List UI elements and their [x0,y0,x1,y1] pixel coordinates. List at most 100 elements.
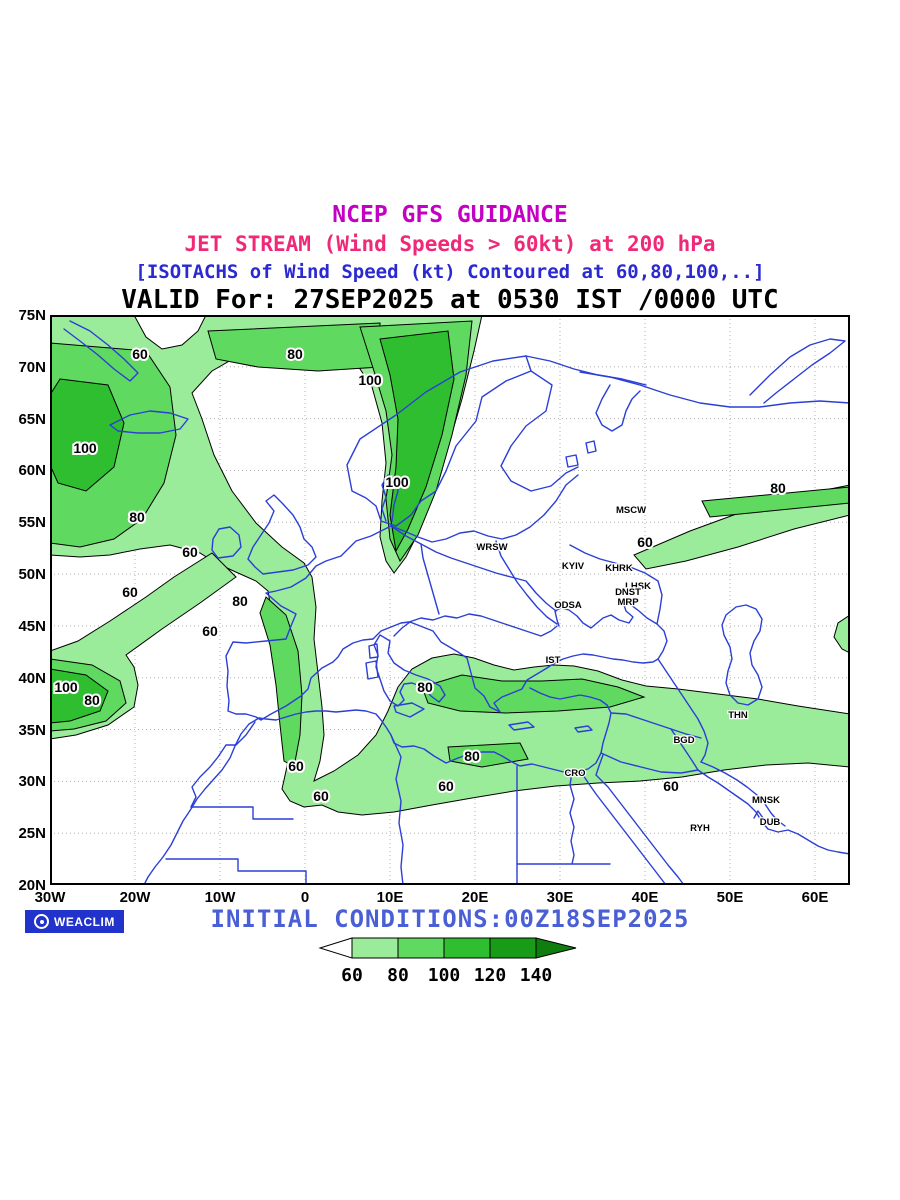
border-iran-west [657,658,709,763]
contour-label-100: 100 [54,679,78,695]
border-sahara-2 [165,858,307,886]
lat-tick-65N: 65N [18,410,46,428]
legend-arrow-right [535,937,577,959]
city-label-ODSA: ODSA [554,600,582,611]
lat-tick-20N: 20N [18,876,46,894]
city-label-RYH: RYH [690,823,710,834]
legend-segment-1 [397,937,445,959]
lake-ladoga [565,454,579,468]
coastline-finland-bothnia [500,370,579,492]
contour-label-60: 60 [132,346,148,362]
coastline-qatar [753,810,764,819]
chart-title: NCEP GFS GUIDANCE [332,202,568,228]
border-algeria-libya [390,734,404,886]
lon-tick-50E: 50E [716,889,744,906]
coastlines-and-borders [63,320,851,886]
coastline-persian-gulf-south [697,769,851,855]
coastline-arctic-russia [579,371,851,408]
isotach-map: 60 80 100 100 100 80 80 60 60 60 80 60 100 80 80 80 60 60… [49,314,851,886]
lon-tick-30W: 30W [34,889,66,906]
contour-label-100: 100 [358,372,382,388]
lat-tick-55N: 55N [18,514,46,532]
isotach-region-60kt [833,614,851,654]
city-label-MRP: MRP [617,597,639,608]
coastline-kola [525,355,647,386]
weaclim-logo-text: WEACLIM [54,914,115,929]
contour-label-80: 80 [232,593,248,609]
legend-value-120: 120 [474,965,507,986]
lat-tick-50N: 50N [18,566,46,584]
contour-label-80: 80 [129,509,145,525]
contour-labels: 60 80 100 100 100 80 80 60 60 60 80 60 100 80 80 80 60 60… [52,344,788,806]
contour-label-100: 100 [73,440,97,456]
border-germany-poland [420,543,440,615]
coastline-novaya-zemlya [749,338,846,404]
coastline-west-europe-iberia [225,525,392,721]
lat-tick-35N: 35N [18,721,46,739]
contour-label-80: 80 [84,692,100,708]
city-label-DNST: DNST [615,587,641,598]
wind-speed-legend: 60 80 100 120 140 [318,937,577,986]
coastline-turkey-levant-nafrica [258,687,612,773]
contour-label-80: 80 [417,679,433,695]
lat-tick-25N: 25N [18,825,46,843]
legend-value-140: 140 [520,965,553,986]
city-label-MSCW: MSCW [616,505,646,516]
weaclim-logo-badge: WEACLIM [25,910,124,933]
contour-label-60: 60 [202,623,218,639]
river-nile [569,771,575,865]
valid-time-line: VALID For: 27SEP2025 at 0530 IST /0000 U… [121,285,779,315]
city-label-IST: IST [546,655,561,666]
coastline-white-sea [595,384,641,432]
isotach-note: [ISOTACHS of Wind Speed (kt) Contoured a… [135,261,765,283]
lat-tick-70N: 70N [18,358,46,376]
city-label-LHSK: LHSK [625,581,651,592]
legend-arrow-left [318,937,353,959]
coastline-caspian [721,604,763,706]
contour-label-60: 60 [438,778,454,794]
coastline-ireland [211,526,242,559]
contour-label-60: 60 [313,788,329,804]
lon-tick-60E: 60E [801,889,829,906]
border-morocco-algeria [190,721,256,808]
coastline-morocco-atlantic [143,717,260,886]
contour-label-60: 60 [122,584,138,600]
coastline-cyprus [574,725,593,733]
lon-tick-10E: 10E [376,889,404,906]
coastline-denmark [381,474,399,522]
border-ukraine-russia [569,544,663,625]
coastline-italy [373,634,446,707]
map-border [50,315,850,885]
border-east-europe [495,540,558,625]
coastline-crete [508,721,535,731]
city-label-BGD: BGD [673,735,694,746]
map-frame: 60 80 100 100 100 80 80 60 60 60 80 60 100 80 80 80 60 60… [49,314,851,886]
city-label-DUB: DUB [760,817,781,828]
isotach-region-80kt [421,674,646,714]
lon-tick-10W: 10W [204,889,236,906]
coastline-red-sea-west [580,771,667,886]
contour-label-60: 60 [182,544,198,560]
contour-label-60: 60 [288,758,304,774]
city-label-KHRK: KHRK [605,563,633,574]
coastline-sicily [393,702,425,718]
legend-value-60: 60 [341,965,363,986]
initial-conditions-line: INITIAL CONDITIONS:00Z18SEP2025 [210,905,690,933]
lon-tick-0: 0 [300,889,310,906]
coastline-baltic-south [390,474,579,543]
city-label-KYIV: KYIV [562,561,585,572]
contour-label-100: 100 [385,474,409,490]
legend-value-80: 80 [387,965,409,986]
border-alps-danube [372,613,558,640]
coastline-black-sea [552,601,668,665]
lat-tick-40N: 40N [18,669,46,687]
legend-value-100: 100 [428,965,461,986]
lon-tick-30E: 30E [546,889,574,906]
coastline-uk [247,494,317,575]
weaclim-logo-icon [34,914,49,929]
legend-segment-0 [351,937,399,959]
city-label-THN: THN [728,710,748,721]
lon-tick-40E: 40E [631,889,659,906]
contour-label-60: 60 [663,778,679,794]
coastline-scandinavia [346,355,532,527]
